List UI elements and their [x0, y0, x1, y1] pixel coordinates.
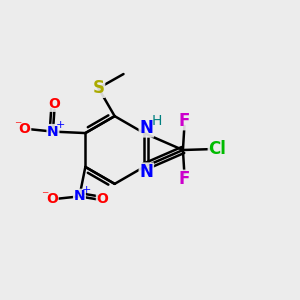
Text: F: F [178, 112, 190, 130]
Text: O: O [19, 122, 31, 136]
Text: +: + [56, 120, 65, 130]
Text: Cl: Cl [208, 140, 226, 158]
Text: O: O [97, 192, 108, 206]
Text: ⁻: ⁻ [14, 119, 21, 133]
Text: F: F [178, 170, 190, 188]
Text: N: N [47, 124, 59, 139]
Text: N: N [74, 189, 85, 203]
Text: N: N [140, 163, 153, 181]
Text: ⁻: ⁻ [41, 189, 49, 203]
Text: N: N [140, 119, 153, 137]
Text: S: S [92, 79, 104, 97]
Text: +: + [82, 185, 92, 195]
Text: O: O [46, 192, 58, 206]
Text: H: H [151, 114, 161, 128]
Text: O: O [49, 97, 60, 111]
